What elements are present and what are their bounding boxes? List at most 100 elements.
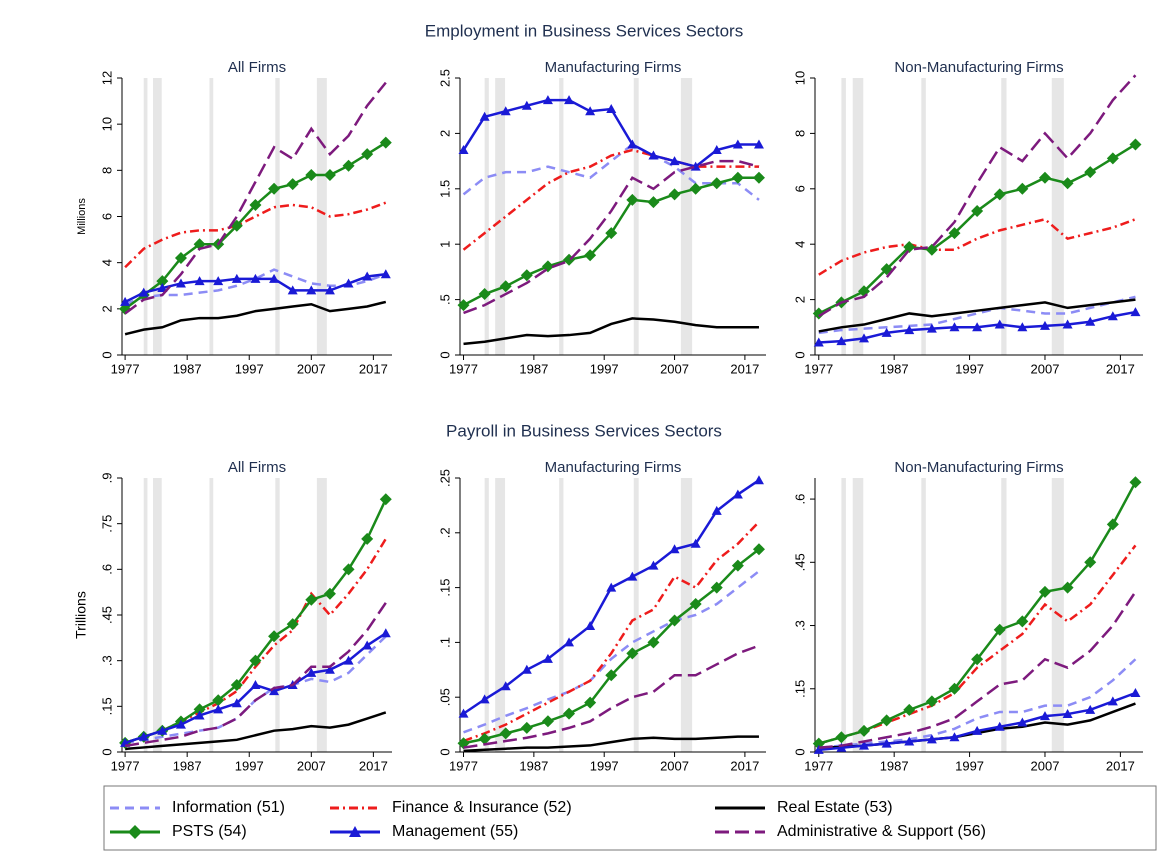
panel-title: Manufacturing Firms: [545, 459, 682, 476]
marker: [194, 276, 205, 286]
marker: [478, 288, 491, 301]
marker: [268, 182, 281, 195]
marker: [732, 489, 743, 499]
series-line: [818, 217, 1136, 276]
x-tick-label: 1987: [519, 758, 548, 773]
shaded-band: [921, 78, 926, 355]
shaded-band: [275, 478, 280, 752]
y-tick-label: 8: [792, 130, 807, 137]
marker: [731, 171, 744, 184]
marker: [500, 681, 511, 691]
y-tick-label: 10: [792, 71, 807, 85]
x-tick-label: 2007: [660, 361, 689, 376]
marker: [521, 100, 532, 110]
marker: [478, 732, 491, 745]
marker: [193, 703, 206, 716]
marker: [606, 582, 617, 592]
marker: [1017, 322, 1028, 332]
x-tick-label: 2007: [1031, 758, 1060, 773]
marker: [379, 493, 392, 506]
x-tick-label: 2017: [730, 361, 759, 376]
shaded-band: [841, 478, 846, 752]
marker: [904, 736, 915, 746]
shaded-band: [1051, 78, 1064, 355]
panel-title: Non-Manufacturing Firms: [894, 59, 1063, 76]
marker: [1130, 687, 1141, 697]
marker: [752, 543, 765, 556]
marker: [212, 694, 225, 707]
marker: [669, 156, 680, 166]
y-tick-label: .5: [437, 294, 452, 305]
marker: [286, 618, 299, 631]
y-tick-label: .45: [99, 606, 114, 624]
marker: [287, 285, 298, 295]
marker: [305, 168, 318, 181]
shaded-band: [680, 78, 693, 355]
legend-label: Finance & Insurance (52): [392, 799, 572, 816]
marker: [542, 95, 553, 105]
shaded-band: [484, 78, 489, 355]
marker: [880, 714, 893, 727]
y-axis-label: Millions: [76, 198, 88, 235]
marker: [342, 159, 355, 172]
shaded-band: [852, 478, 864, 752]
marker: [731, 559, 744, 572]
marker: [457, 299, 470, 312]
x-tick-label: 2017: [1106, 361, 1135, 376]
marker: [626, 193, 639, 206]
marker: [1084, 166, 1097, 179]
y-tick-label: 0: [792, 748, 807, 755]
x-tick-label: 1977: [111, 361, 140, 376]
y-tick-label: .6: [792, 494, 807, 505]
series-line: [124, 201, 387, 269]
y-tick-label: 0: [99, 351, 114, 358]
marker: [1017, 717, 1028, 727]
y-tick-label: 1: [437, 241, 452, 248]
marker: [858, 724, 871, 737]
marker: [1129, 476, 1142, 489]
panel-title: All Firms: [228, 459, 286, 476]
y-tick-label: .75: [99, 515, 114, 533]
marker: [175, 278, 186, 288]
x-tick-label: 1997: [590, 758, 619, 773]
marker: [836, 336, 847, 346]
marker: [249, 198, 262, 211]
marker: [584, 249, 597, 262]
marker: [647, 636, 660, 649]
y-tick-label: 0: [437, 351, 452, 358]
marker: [648, 150, 659, 160]
marker: [668, 614, 681, 627]
section-title: Payroll in Business Services Sectors: [446, 421, 722, 440]
series-line: [463, 570, 760, 734]
marker: [813, 744, 824, 754]
marker: [753, 139, 764, 149]
series-line: [125, 711, 387, 751]
marker: [362, 271, 373, 281]
marker: [903, 240, 916, 253]
marker: [606, 104, 617, 114]
shaded-band: [316, 478, 327, 752]
x-tick-label: 1987: [173, 758, 202, 773]
marker: [1039, 711, 1050, 721]
marker: [250, 273, 261, 283]
marker: [972, 322, 983, 332]
marker: [520, 721, 533, 734]
y-tick-label: 1.5: [437, 180, 452, 198]
marker: [342, 563, 355, 576]
marker: [881, 327, 892, 337]
marker: [627, 571, 638, 581]
marker: [1106, 152, 1119, 165]
y-tick-label: 2.5: [437, 69, 452, 87]
marker: [157, 283, 168, 293]
x-tick-label: 1997: [235, 758, 264, 773]
panel-title: All Firms: [228, 59, 286, 76]
marker: [499, 280, 512, 293]
shaded-band: [153, 78, 162, 355]
series-line: [818, 295, 1136, 335]
marker: [689, 182, 702, 195]
y-tick-label: .05: [437, 688, 452, 706]
x-tick-label: 1987: [880, 758, 909, 773]
marker: [499, 727, 512, 740]
y-tick-label: .6: [99, 564, 114, 575]
